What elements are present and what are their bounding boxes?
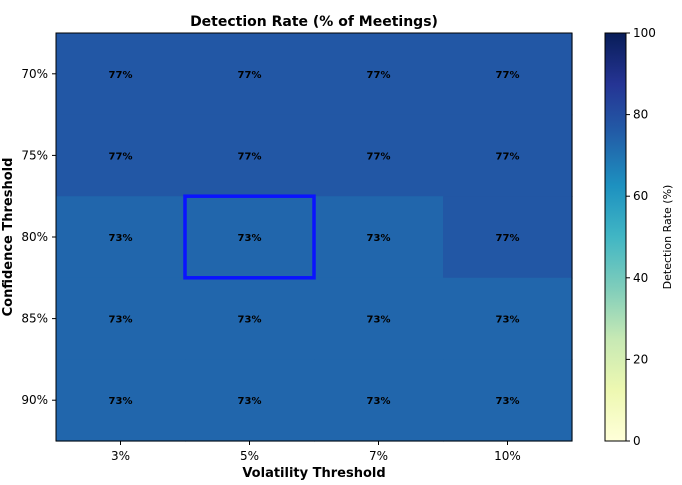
heatmap-cell bbox=[56, 196, 186, 279]
cell-value-label: 77% bbox=[238, 70, 262, 81]
heatmap-cell bbox=[443, 114, 573, 197]
heatmap-cell bbox=[56, 359, 186, 442]
cell-value-label: 77% bbox=[367, 70, 391, 81]
heatmap-cell bbox=[185, 359, 315, 442]
cell-value-label: 73% bbox=[367, 315, 391, 326]
cell-value-label: 73% bbox=[496, 396, 520, 407]
heatmap-cell bbox=[56, 114, 186, 197]
cell-value-label: 77% bbox=[238, 151, 262, 162]
colorbar-label: Detection Rate (%) bbox=[661, 185, 674, 290]
cell-value-label: 77% bbox=[496, 70, 520, 81]
cell-value-label: 73% bbox=[238, 233, 262, 244]
x-tick-label: 10% bbox=[494, 449, 521, 463]
heatmap-cell bbox=[185, 277, 315, 360]
cell-value-label: 73% bbox=[367, 233, 391, 244]
colorbar-tick-label: 20 bbox=[633, 352, 648, 366]
x-axis-ticks: 3% 5% 7% 10% bbox=[111, 441, 521, 463]
cell-value-label: 77% bbox=[109, 151, 133, 162]
cell-value-label: 73% bbox=[496, 315, 520, 326]
heatmap-cell bbox=[443, 359, 573, 442]
y-tick-label: 80% bbox=[21, 230, 48, 244]
cell-value-label: 77% bbox=[367, 151, 391, 162]
cell-value-label: 73% bbox=[238, 315, 262, 326]
cell-value-label: 73% bbox=[109, 396, 133, 407]
heatmap-cell bbox=[314, 33, 444, 116]
cell-value-label: 73% bbox=[238, 396, 262, 407]
y-tick-label: 85% bbox=[21, 312, 48, 326]
highlight-box bbox=[183, 194, 316, 280]
cell-value-label: 77% bbox=[496, 151, 520, 162]
cell-value-label: 73% bbox=[367, 396, 391, 407]
heatmap-cell bbox=[185, 114, 315, 197]
heatmap-cell bbox=[56, 33, 186, 116]
colorbar-tick-label: 0 bbox=[633, 434, 641, 448]
heatmap-cell bbox=[185, 196, 315, 279]
heatmap-cell bbox=[314, 114, 444, 197]
colorbar-tick-label: 40 bbox=[633, 271, 648, 285]
heatmap-cells bbox=[56, 33, 573, 442]
heatmap-cell bbox=[443, 196, 573, 279]
y-axis-ticks: 70% 75% 80% 85% 90% bbox=[21, 67, 56, 407]
colorbar-ticks: 0 20 40 60 80 100 bbox=[626, 26, 656, 448]
x-tick-label: 3% bbox=[111, 449, 130, 463]
colorbar bbox=[604, 32, 627, 442]
heatmap-cell bbox=[56, 277, 186, 360]
x-axis-label: Volatility Threshold bbox=[242, 466, 385, 481]
colorbar-tick-label: 60 bbox=[633, 189, 648, 203]
heatmap-cell bbox=[443, 277, 573, 360]
cell-value-label: 77% bbox=[109, 70, 133, 81]
y-tick-label: 75% bbox=[21, 148, 48, 162]
chart-title: Detection Rate (% of Meetings) bbox=[190, 14, 438, 30]
heatmap-cell bbox=[314, 196, 444, 279]
heatmap-cell bbox=[314, 277, 444, 360]
x-tick-label: 7% bbox=[369, 449, 388, 463]
heatmap-cell-labels: 77% 77% 77% 77% 77% 77% 77% 77% 73% 73% 73% 77% 73% 7… bbox=[109, 70, 520, 407]
heatmap-cell bbox=[314, 359, 444, 442]
cell-value-label: 77% bbox=[496, 233, 520, 244]
heatmap-cell bbox=[443, 33, 573, 116]
cell-value-label: 73% bbox=[109, 315, 133, 326]
x-tick-label: 5% bbox=[240, 449, 259, 463]
y-tick-label: 90% bbox=[21, 393, 48, 407]
y-axis-label: Confidence Threshold bbox=[1, 158, 16, 317]
heatmap-cell bbox=[185, 33, 315, 116]
cell-value-label: 73% bbox=[109, 233, 133, 244]
colorbar-tick-label: 100 bbox=[633, 26, 656, 40]
colorbar-tick-label: 80 bbox=[633, 108, 648, 122]
y-tick-label: 70% bbox=[21, 67, 48, 81]
